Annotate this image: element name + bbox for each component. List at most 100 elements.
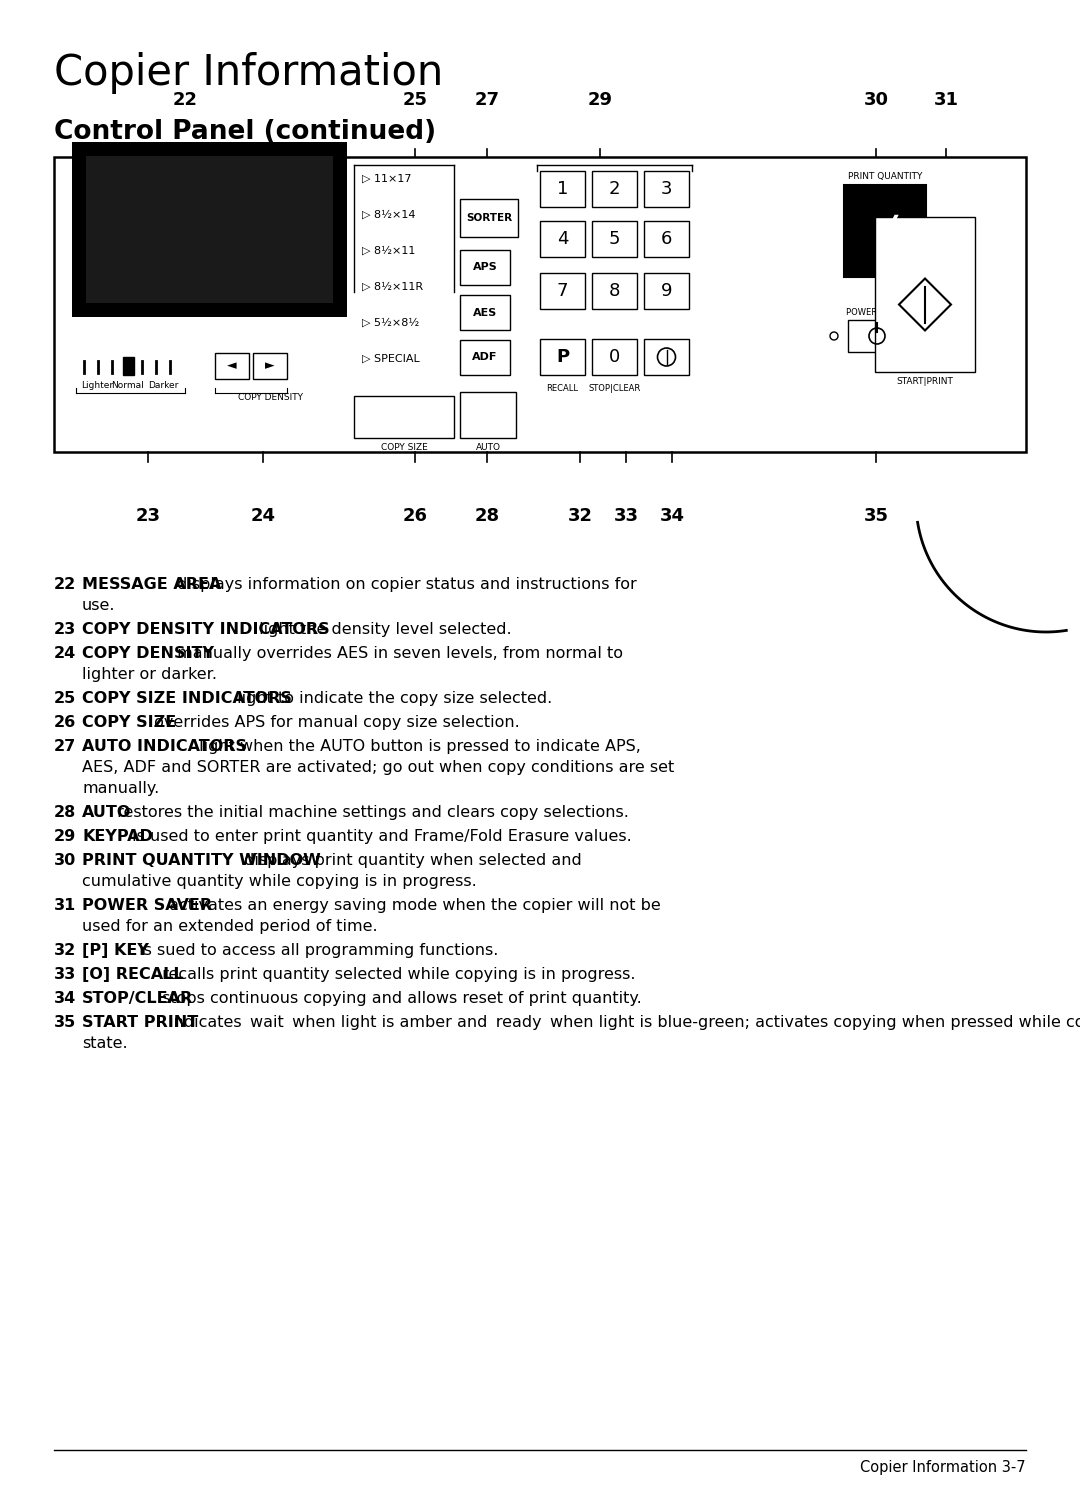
Bar bbox=[592, 221, 637, 257]
Text: PRINT QUANTITY: PRINT QUANTITY bbox=[848, 172, 922, 181]
Text: ▷ SPECIAL: ▷ SPECIAL bbox=[362, 354, 420, 364]
Text: COPY SIZE INDICATORS: COPY SIZE INDICATORS bbox=[82, 691, 292, 706]
Text: 5: 5 bbox=[609, 230, 620, 248]
Text: 27: 27 bbox=[474, 91, 499, 109]
Text: MESSAGE AREA: MESSAGE AREA bbox=[82, 578, 221, 593]
Bar bbox=[460, 340, 510, 375]
Text: 30: 30 bbox=[864, 91, 889, 109]
Text: Lighter: Lighter bbox=[81, 381, 113, 390]
Bar bbox=[644, 221, 689, 257]
Text: manually.: manually. bbox=[82, 782, 159, 795]
Text: ▷ 8½×14: ▷ 8½×14 bbox=[362, 210, 416, 221]
Text: ADF: ADF bbox=[472, 352, 498, 363]
Bar bbox=[644, 339, 689, 375]
Text: 2: 2 bbox=[609, 180, 620, 198]
Text: 22: 22 bbox=[54, 578, 77, 593]
Text: AES, ADF and SORTER are activated; go out when copy conditions are set: AES, ADF and SORTER are activated; go ou… bbox=[82, 761, 674, 776]
Text: 25: 25 bbox=[54, 691, 77, 706]
Text: AUTO INDICATORS: AUTO INDICATORS bbox=[82, 739, 247, 754]
Text: Copier Information: Copier Information bbox=[54, 51, 443, 94]
Text: 7: 7 bbox=[557, 283, 568, 299]
Text: [O] RECALL: [O] RECALL bbox=[82, 968, 184, 981]
Text: is sued to access all programming functions.: is sued to access all programming functi… bbox=[134, 943, 499, 959]
Text: is used to enter print quantity and Frame/Fold Erasure values.: is used to enter print quantity and Fram… bbox=[126, 829, 632, 844]
Text: 30: 30 bbox=[54, 853, 77, 868]
Text: 32: 32 bbox=[54, 943, 77, 959]
Text: 26: 26 bbox=[54, 715, 77, 730]
Text: 32: 32 bbox=[567, 507, 593, 525]
Text: used for an extended period of time.: used for an extended period of time. bbox=[82, 919, 378, 934]
Text: STOP/CLEAR: STOP/CLEAR bbox=[82, 990, 193, 1005]
Bar bbox=[72, 142, 347, 318]
Text: overrides APS for manual copy size selection.: overrides APS for manual copy size selec… bbox=[149, 715, 521, 730]
Text: cumulative quantity while copying is in progress.: cumulative quantity while copying is in … bbox=[82, 874, 476, 889]
Text: indicates  wait  when light is amber and  ready  when light is blue-green; activ: indicates wait when light is amber and r… bbox=[164, 1015, 1080, 1030]
Text: SORTER: SORTER bbox=[465, 213, 512, 222]
Bar bbox=[86, 156, 333, 302]
Bar bbox=[644, 171, 689, 207]
Text: Darker: Darker bbox=[148, 381, 178, 390]
Text: ▷ 5½×8½: ▷ 5½×8½ bbox=[362, 318, 419, 328]
Text: COPY DENSITY: COPY DENSITY bbox=[82, 646, 214, 661]
Text: light the density level selected.: light the density level selected. bbox=[254, 621, 512, 637]
Text: activates an energy saving mode when the copier will not be: activates an energy saving mode when the… bbox=[164, 898, 661, 913]
Text: light to indicate the copy size selected.: light to indicate the copy size selected… bbox=[231, 691, 552, 706]
Text: [P] KEY: [P] KEY bbox=[82, 943, 149, 959]
Text: START|PRINT: START|PRINT bbox=[896, 376, 954, 386]
Text: 31: 31 bbox=[54, 898, 77, 913]
Text: START PRINT: START PRINT bbox=[82, 1015, 199, 1030]
Bar bbox=[644, 274, 689, 308]
Text: COPY SIZE: COPY SIZE bbox=[82, 715, 176, 730]
Text: 4: 4 bbox=[557, 230, 568, 248]
Text: stops continuous copying and allows reset of print quantity.: stops continuous copying and allows rese… bbox=[157, 990, 642, 1005]
Text: 33: 33 bbox=[613, 507, 638, 525]
Text: COPY DENSITY: COPY DENSITY bbox=[238, 393, 302, 402]
Text: 3: 3 bbox=[661, 180, 672, 198]
Bar bbox=[460, 200, 518, 237]
Text: 27: 27 bbox=[54, 739, 77, 754]
Text: displays information on copier status and instructions for: displays information on copier status an… bbox=[172, 578, 636, 593]
Text: 23: 23 bbox=[54, 621, 77, 637]
Text: AES: AES bbox=[473, 307, 497, 318]
Bar bbox=[460, 392, 516, 438]
Text: Normal: Normal bbox=[111, 381, 145, 390]
Text: 1: 1 bbox=[557, 180, 568, 198]
Text: 24: 24 bbox=[54, 646, 77, 661]
Text: Control Panel (continued): Control Panel (continued) bbox=[54, 119, 436, 145]
Bar bbox=[540, 274, 585, 308]
Text: lighter or darker.: lighter or darker. bbox=[82, 667, 217, 682]
Text: ▷ 8½×11: ▷ 8½×11 bbox=[362, 246, 416, 256]
Text: APS: APS bbox=[473, 263, 498, 272]
Bar bbox=[540, 171, 585, 207]
Bar bbox=[592, 171, 637, 207]
Text: 34: 34 bbox=[54, 990, 77, 1005]
Text: RECALL: RECALL bbox=[546, 384, 579, 393]
Text: ▷ 8½×11R: ▷ 8½×11R bbox=[362, 283, 423, 292]
Text: manually overrides AES in seven levels, from normal to: manually overrides AES in seven levels, … bbox=[172, 646, 623, 661]
Text: POWER SAVER: POWER SAVER bbox=[847, 308, 907, 318]
Bar bbox=[354, 396, 454, 438]
Text: 28: 28 bbox=[474, 507, 500, 525]
Text: AUTO: AUTO bbox=[82, 804, 132, 820]
Text: use.: use. bbox=[82, 599, 116, 612]
Text: 8: 8 bbox=[609, 283, 620, 299]
Text: 23: 23 bbox=[135, 507, 161, 525]
Text: 28: 28 bbox=[54, 804, 77, 820]
Text: ▷ 11×17: ▷ 11×17 bbox=[362, 174, 411, 184]
Text: 31: 31 bbox=[933, 91, 959, 109]
Bar bbox=[875, 218, 975, 372]
Text: 34: 34 bbox=[660, 507, 685, 525]
Bar bbox=[215, 352, 249, 380]
Text: P: P bbox=[556, 348, 569, 366]
Text: 29: 29 bbox=[54, 829, 77, 844]
Text: state.: state. bbox=[82, 1036, 127, 1051]
Text: 26: 26 bbox=[403, 507, 428, 525]
Text: ∕: ∕ bbox=[882, 215, 895, 248]
Text: COPY SIZE: COPY SIZE bbox=[380, 443, 428, 452]
Text: 0: 0 bbox=[609, 348, 620, 366]
Text: 9: 9 bbox=[661, 283, 672, 299]
Text: COPY DENSITY INDICATORS: COPY DENSITY INDICATORS bbox=[82, 621, 329, 637]
Text: ►: ► bbox=[266, 360, 274, 372]
Bar bbox=[592, 339, 637, 375]
Text: ◄: ◄ bbox=[227, 360, 237, 372]
